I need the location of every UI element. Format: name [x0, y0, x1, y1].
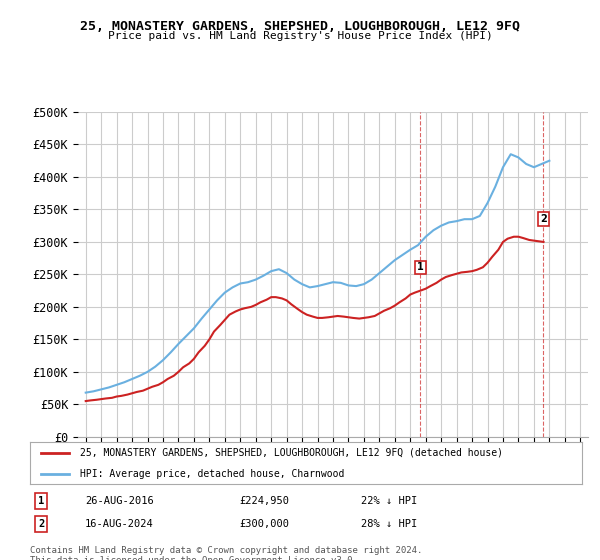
Text: HPI: Average price, detached house, Charnwood: HPI: Average price, detached house, Char… — [80, 469, 344, 479]
Text: Price paid vs. HM Land Registry's House Price Index (HPI): Price paid vs. HM Land Registry's House … — [107, 31, 493, 41]
Text: 25, MONASTERY GARDENS, SHEPSHED, LOUGHBOROUGH, LE12 9FQ (detached house): 25, MONASTERY GARDENS, SHEPSHED, LOUGHBO… — [80, 448, 503, 458]
Text: 1: 1 — [417, 263, 424, 273]
Text: 25, MONASTERY GARDENS, SHEPSHED, LOUGHBOROUGH, LE12 9FQ: 25, MONASTERY GARDENS, SHEPSHED, LOUGHBO… — [80, 20, 520, 32]
Text: 16-AUG-2024: 16-AUG-2024 — [85, 519, 154, 529]
Text: Contains HM Land Registry data © Crown copyright and database right 2024.
This d: Contains HM Land Registry data © Crown c… — [30, 546, 422, 560]
Text: 26-AUG-2016: 26-AUG-2016 — [85, 496, 154, 506]
Text: £224,950: £224,950 — [240, 496, 290, 506]
Text: £300,000: £300,000 — [240, 519, 290, 529]
Text: 22% ↓ HPI: 22% ↓ HPI — [361, 496, 418, 506]
Text: 2: 2 — [38, 519, 44, 529]
Text: 1: 1 — [38, 496, 44, 506]
Text: 2: 2 — [540, 214, 547, 224]
Text: 28% ↓ HPI: 28% ↓ HPI — [361, 519, 418, 529]
